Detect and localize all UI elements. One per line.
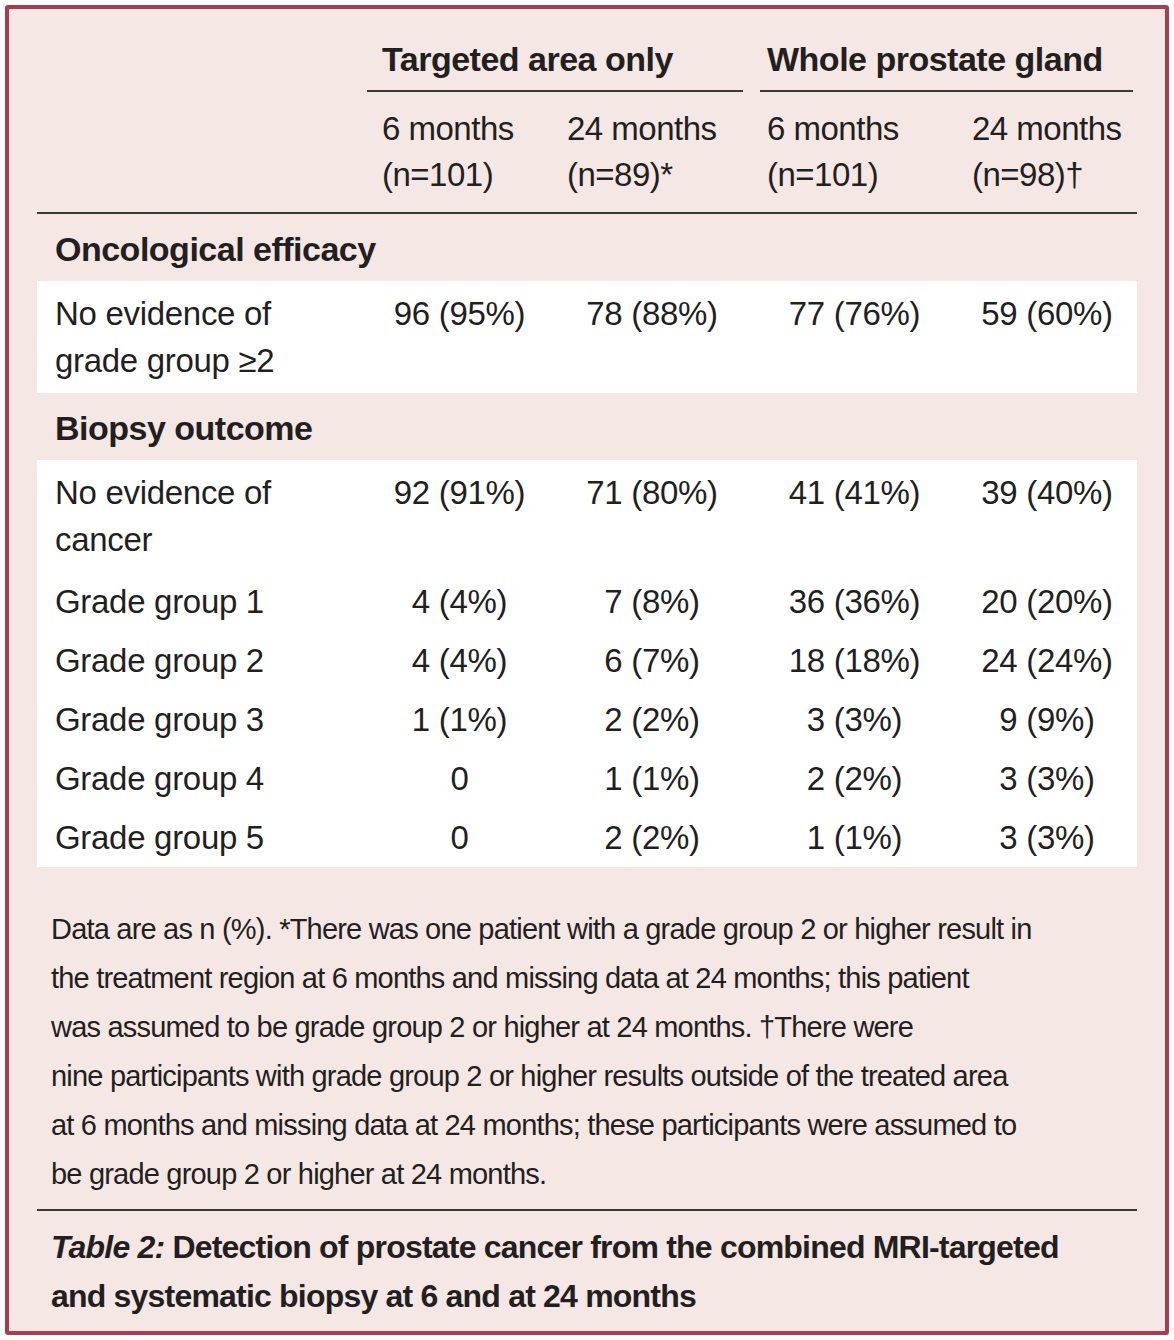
table-row: Grade group 3 1 (1%) 2 (2%) 3 (3%) 9 (9%… — [37, 690, 1137, 749]
cell-value: 7 (8%) — [552, 572, 752, 631]
row-label: Grade group 5 — [37, 808, 367, 867]
row-label: Grade group 2 — [37, 631, 367, 690]
cell-value: 3 (3%) — [957, 749, 1137, 808]
cell-value: 1 (1%) — [752, 808, 957, 867]
column-header-whole-24mo: 24 months (n=98)† — [957, 92, 1137, 213]
column-header-empty — [37, 92, 367, 213]
column-header-targeted-24mo: 24 months (n=89)* — [552, 92, 752, 213]
row-label: Grade group 1 — [37, 572, 367, 631]
column-header-line1: 6 months — [382, 106, 552, 152]
column-header-line2: (n=101) — [767, 152, 957, 198]
cell-value: 96 (95%) — [367, 281, 552, 393]
cell-value: 0 — [367, 749, 552, 808]
cell-value: 20 (20%) — [957, 572, 1137, 631]
spanner-targeted-label: Targeted area only — [367, 39, 752, 79]
cell-value: 39 (40%) — [957, 460, 1137, 572]
section-title: Oncological efficacy — [37, 213, 1137, 281]
column-header-line2: (n=101) — [382, 152, 552, 198]
section-header-oncological-efficacy: Oncological efficacy — [37, 213, 1137, 281]
cell-value: 59 (60%) — [957, 281, 1137, 393]
row-label: No evidence of cancer — [37, 460, 367, 572]
cell-value: 71 (80%) — [552, 460, 752, 572]
column-header-line1: 24 months — [567, 106, 752, 152]
cell-value: 2 (2%) — [552, 690, 752, 749]
cell-value: 2 (2%) — [752, 749, 957, 808]
spanner-targeted-area: Targeted area only — [367, 31, 752, 92]
column-header-targeted-6mo: 6 months (n=101) — [367, 92, 552, 213]
table-row: Grade group 4 0 1 (1%) 2 (2%) 3 (3%) — [37, 749, 1137, 808]
row-label: No evidence of grade group ≥2 — [37, 281, 367, 393]
section-title: Biopsy outcome — [37, 393, 1137, 460]
column-header-whole-6mo: 6 months (n=101) — [752, 92, 957, 213]
cell-value: 3 (3%) — [957, 808, 1137, 867]
results-table: Targeted area only Whole prostate gland … — [37, 31, 1137, 867]
cell-value: 78 (88%) — [552, 281, 752, 393]
table-frame: Targeted area only Whole prostate gland … — [5, 5, 1169, 1335]
cell-value: 36 (36%) — [752, 572, 957, 631]
cell-value: 3 (3%) — [752, 690, 957, 749]
cell-value: 2 (2%) — [552, 808, 752, 867]
page: Targeted area only Whole prostate gland … — [0, 0, 1174, 1340]
spanner-whole-label: Whole prostate gland — [752, 39, 1137, 79]
cell-value: 18 (18%) — [752, 631, 957, 690]
footnote-text: Data are as n (%). *There was one patien… — [37, 905, 1123, 1199]
caption-table-number: Table 2: — [51, 1229, 164, 1265]
cell-value: 41 (41%) — [752, 460, 957, 572]
spanner-empty-cell — [37, 31, 367, 92]
cell-value: 9 (9%) — [957, 690, 1137, 749]
cell-value: 77 (76%) — [752, 281, 957, 393]
cell-value: 4 (4%) — [367, 572, 552, 631]
table-content: Targeted area only Whole prostate gland … — [9, 9, 1165, 1321]
cell-value: 92 (91%) — [367, 460, 552, 572]
spanner-row: Targeted area only Whole prostate gland — [37, 31, 1137, 92]
cell-value: 6 (7%) — [552, 631, 752, 690]
row-label: Grade group 3 — [37, 690, 367, 749]
table-row: Grade group 2 4 (4%) 6 (7%) 18 (18%) 24 … — [37, 631, 1137, 690]
column-header-line2: (n=89)* — [567, 152, 752, 198]
cell-value: 1 (1%) — [367, 690, 552, 749]
table-caption: Table 2: Detection of prostate cancer fr… — [37, 1223, 1123, 1321]
row-label: Grade group 4 — [37, 749, 367, 808]
table-row: No evidence of grade group ≥2 96 (95%) 7… — [37, 281, 1137, 393]
column-header-line2: (n=98)† — [972, 152, 1137, 198]
spanner-whole-gland: Whole prostate gland — [752, 31, 1137, 92]
caption-divider — [37, 1209, 1137, 1211]
table-row: No evidence of cancer 92 (91%) 71 (80%) … — [37, 460, 1137, 572]
caption-text: Detection of prostate cancer from the co… — [51, 1229, 1059, 1314]
column-header-row: 6 months (n=101) 24 months (n=89)* 6 mon… — [37, 92, 1137, 213]
table-row: Grade group 1 4 (4%) 7 (8%) 36 (36%) 20 … — [37, 572, 1137, 631]
cell-value: 0 — [367, 808, 552, 867]
cell-value: 24 (24%) — [957, 631, 1137, 690]
table-row: Grade group 5 0 2 (2%) 1 (1%) 3 (3%) — [37, 808, 1137, 867]
cell-value: 4 (4%) — [367, 631, 552, 690]
column-header-line1: 24 months — [972, 106, 1137, 152]
section-header-biopsy-outcome: Biopsy outcome — [37, 393, 1137, 460]
column-header-line1: 6 months — [767, 106, 957, 152]
cell-value: 1 (1%) — [552, 749, 752, 808]
